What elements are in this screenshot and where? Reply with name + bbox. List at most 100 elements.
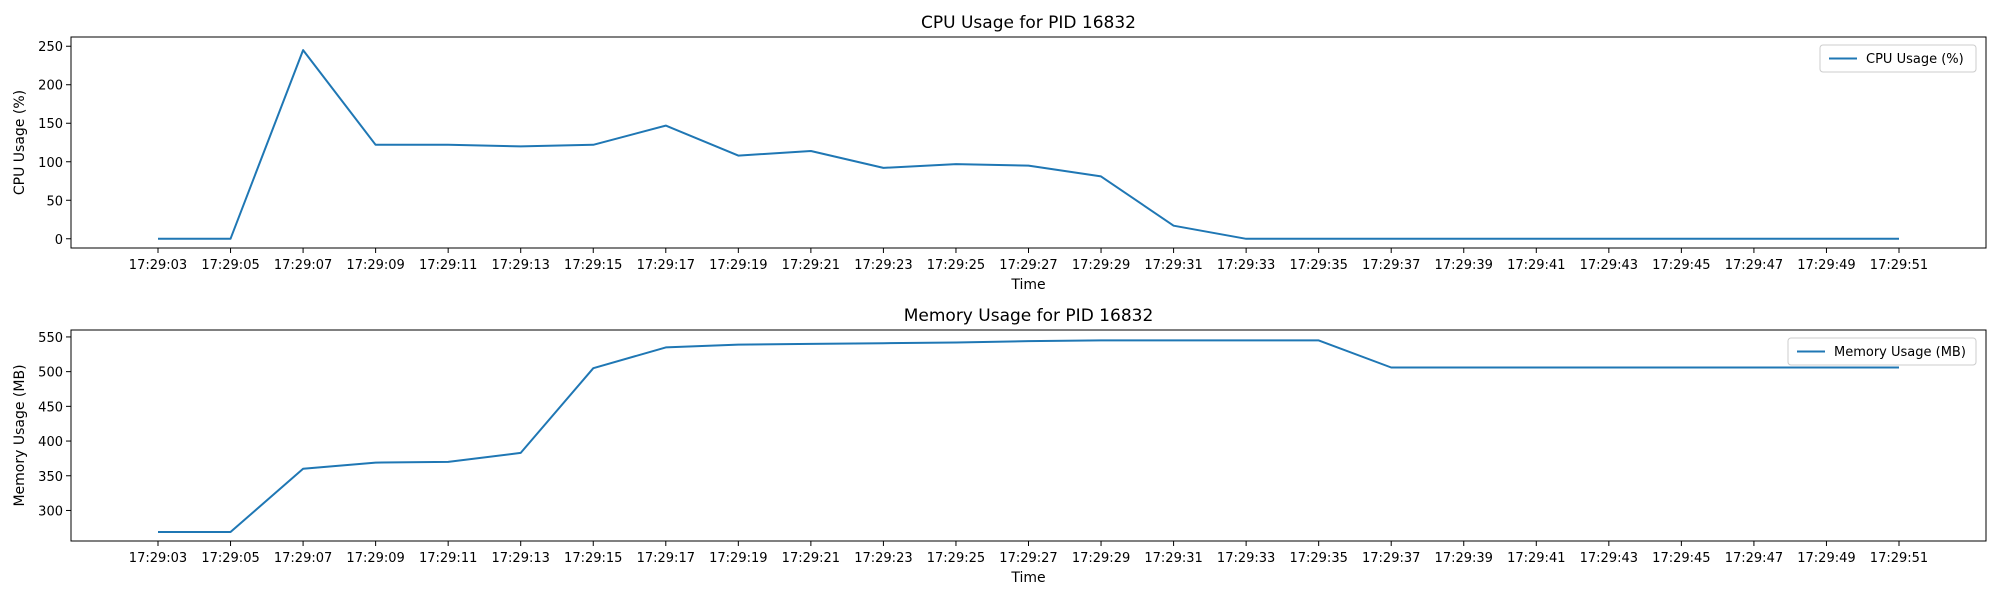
y-axis-label: Memory Usage (MB)	[12, 364, 28, 506]
data-point	[881, 166, 885, 170]
x-tick-label: 17:29:25	[927, 551, 985, 566]
y-tick-label: 50	[46, 194, 63, 209]
data-point	[1462, 237, 1466, 241]
x-tick-label: 17:29:49	[1797, 258, 1855, 273]
y-tick-label: 500	[38, 366, 63, 381]
x-tick-label: 17:29:11	[419, 551, 477, 566]
x-tick-label: 17:29:21	[782, 551, 840, 566]
data-point	[809, 342, 813, 346]
x-tick-label: 17:29:23	[854, 258, 912, 273]
data-point	[1244, 237, 1248, 241]
data-point	[301, 467, 305, 471]
data-point	[519, 451, 523, 455]
data-point	[1607, 365, 1611, 369]
x-tick-label: 17:29:51	[1870, 551, 1928, 566]
data-point	[1897, 237, 1901, 241]
data-point	[1607, 237, 1611, 241]
x-tick-label: 17:29:37	[1362, 551, 1420, 566]
x-tick-label: 17:29:17	[637, 258, 695, 273]
data-point	[591, 366, 595, 370]
data-point	[1389, 365, 1393, 369]
data-point	[1752, 365, 1756, 369]
data-point	[446, 143, 450, 147]
x-tick-label: 17:29:49	[1797, 551, 1855, 566]
legend-box	[1819, 44, 1977, 73]
legend-label: Memory Usage (MB)	[1834, 345, 1966, 360]
data-point	[809, 149, 813, 153]
x-tick-label: 17:29:31	[1144, 258, 1202, 273]
data-point	[1534, 365, 1538, 369]
data-point	[446, 460, 450, 464]
data-point	[1026, 163, 1030, 167]
data-point	[1099, 174, 1103, 178]
data-point	[881, 341, 885, 345]
series-line	[158, 49, 1899, 240]
x-tick-label: 17:29:07	[274, 258, 332, 273]
x-tick-label: 17:29:13	[492, 258, 550, 273]
x-tick-label: 17:29:03	[129, 258, 187, 273]
x-tick-label: 17:29:27	[999, 258, 1057, 273]
data-point	[954, 340, 958, 344]
x-tick-label: 17:29:13	[492, 551, 550, 566]
x-tick-label: 17:29:05	[201, 258, 259, 273]
x-tick-label: 17:29:43	[1580, 551, 1638, 566]
x-tick-label: 17:29:15	[564, 258, 622, 273]
x-tick-label: 17:29:11	[419, 258, 477, 273]
data-point	[1026, 339, 1030, 343]
data-point	[1824, 237, 1828, 241]
x-tick-label: 17:29:07	[274, 551, 332, 566]
x-tick-label: 17:29:19	[709, 551, 767, 566]
data-point	[228, 530, 232, 534]
data-point	[1824, 365, 1828, 369]
x-tick-label: 17:29:35	[1289, 551, 1347, 566]
x-tick-label: 17:29:33	[1217, 551, 1275, 566]
data-point	[301, 48, 305, 52]
chart-panel-2: Memory Usage for PID 16832 17:29:03 17:29:…	[12, 306, 1987, 586]
data-point	[1897, 365, 1901, 369]
y-tick-label: 0	[55, 233, 63, 248]
x-tick-label: 17:29:09	[346, 258, 404, 273]
x-tick-label: 17:29:03	[129, 551, 187, 566]
x-tick-label: 17:29:17	[637, 551, 695, 566]
plot-frame	[70, 36, 1987, 249]
y-tick-label: 300	[38, 504, 63, 519]
y-axis-label: CPU Usage (%)	[12, 90, 28, 195]
data-point	[1389, 237, 1393, 241]
data-point	[1679, 237, 1683, 241]
data-point	[664, 123, 668, 127]
x-tick-label: 17:29:41	[1507, 258, 1565, 273]
x-tick-label: 17:29:51	[1870, 258, 1928, 273]
data-point	[1244, 338, 1248, 342]
legend: Memory Usage (MB)	[1787, 337, 1977, 366]
y-tick-label: 100	[38, 156, 63, 171]
data-point	[156, 237, 160, 241]
data-point	[664, 345, 668, 349]
y-tick-label: 150	[38, 117, 63, 132]
data-point	[1316, 237, 1320, 241]
x-tick-label: 17:29:31	[1144, 551, 1202, 566]
data-point	[519, 144, 523, 148]
x-tick-label: 17:29:23	[854, 551, 912, 566]
data-point	[1171, 338, 1175, 342]
x-tick-label: 17:29:43	[1580, 258, 1638, 273]
plot-frame	[70, 329, 1987, 542]
x-tick-label: 17:29:05	[201, 551, 259, 566]
data-point	[954, 162, 958, 166]
x-tick-label: 17:29:19	[709, 258, 767, 273]
y-tick-label: 200	[38, 79, 63, 94]
chart-title: Memory Usage for PID 16832	[904, 306, 1154, 326]
x-tick-label: 17:29:39	[1435, 551, 1493, 566]
x-tick-label: 17:29:47	[1725, 258, 1783, 273]
x-tick-label: 17:29:39	[1435, 258, 1493, 273]
data-point	[736, 153, 740, 157]
x-tick-label: 17:29:47	[1725, 551, 1783, 566]
data-point	[1099, 338, 1103, 342]
x-tick-label: 17:29:45	[1652, 551, 1710, 566]
x-tick-label: 17:29:25	[927, 258, 985, 273]
chart-panel-1: CPU Usage for PID 16832 17:29:03 17:29:05 1…	[12, 13, 1987, 293]
data-point	[373, 143, 377, 147]
legend: CPU Usage (%)	[1819, 44, 1977, 73]
y-tick-label: 350	[38, 470, 63, 485]
y-tick-label: 400	[38, 435, 63, 450]
x-axis-label: Time	[1010, 570, 1045, 586]
